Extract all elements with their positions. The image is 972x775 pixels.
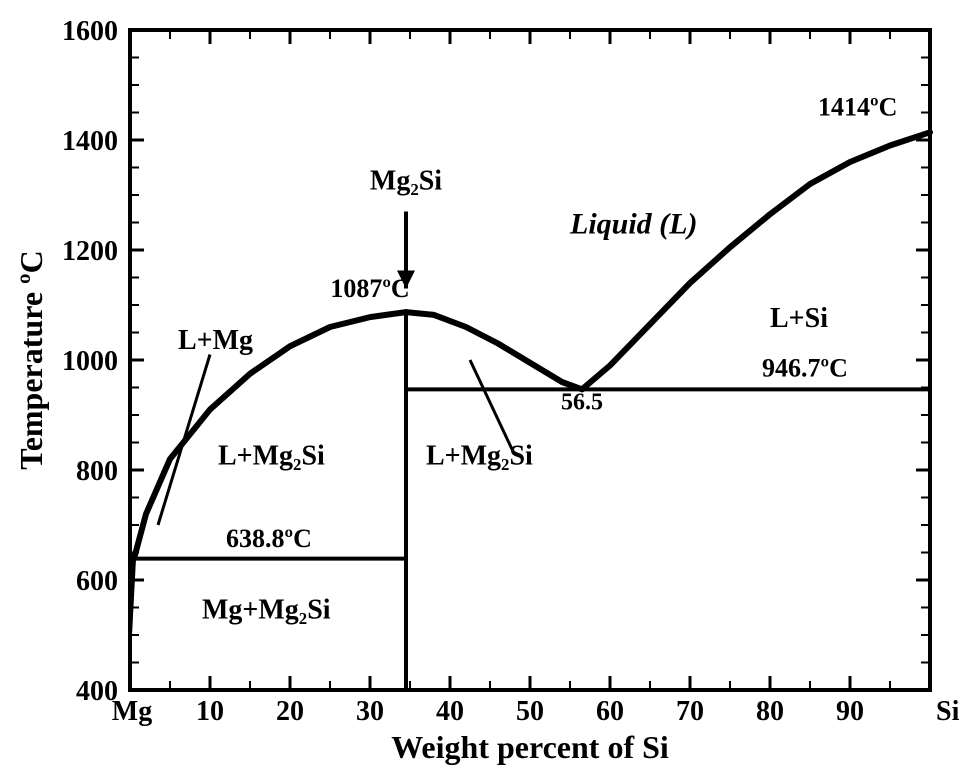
eutectic-565-label: 56.5 bbox=[561, 390, 603, 416]
compound-mg2si-label: Mg₂Si bbox=[370, 166, 442, 197]
x-tick-label: 40 bbox=[436, 696, 464, 727]
phase-diagram-chart: 102030405060708090MgSiWeight percent of … bbox=[0, 0, 972, 775]
lmg-region-label: L+Mg bbox=[178, 325, 253, 356]
y-tick-label: 1200 bbox=[62, 236, 118, 267]
t638-label: 638.8ºC bbox=[226, 524, 312, 553]
compound-temp-label: 1087ºC bbox=[330, 274, 409, 303]
y-tick-label: 600 bbox=[76, 566, 118, 597]
lmg2si-left-region-label: L+Mg₂Si bbox=[218, 441, 325, 472]
t946-label: 946.7ºC bbox=[762, 354, 848, 383]
y-tick-label: 400 bbox=[76, 676, 118, 707]
x-end-label: Si bbox=[936, 696, 960, 727]
liquid-region-label: Liquid (L) bbox=[569, 208, 698, 241]
y-tick-label: 1600 bbox=[62, 16, 118, 47]
x-tick-label: 10 bbox=[196, 696, 224, 727]
lsi-region-label: L+Si bbox=[770, 303, 828, 334]
x-tick-label: 90 bbox=[836, 696, 864, 727]
t1414-label: 1414ºC bbox=[818, 92, 897, 121]
mgmg2si-region-label: Mg+Mg₂Si bbox=[202, 595, 331, 626]
y-tick-label: 1000 bbox=[62, 346, 118, 377]
x-tick-label: 80 bbox=[756, 696, 784, 727]
x-tick-label: 70 bbox=[676, 696, 704, 727]
x-tick-label: 20 bbox=[276, 696, 304, 727]
x-tick-label: 60 bbox=[596, 696, 624, 727]
lmg2si-right-region-label: L+Mg₂Si bbox=[426, 441, 533, 472]
x-tick-label: 50 bbox=[516, 696, 544, 727]
x-tick-label: 30 bbox=[356, 696, 384, 727]
y-axis-label: Temperature ºC bbox=[13, 250, 49, 469]
y-tick-label: 800 bbox=[76, 456, 118, 487]
y-tick-label: 1400 bbox=[62, 126, 118, 157]
x-axis-label: Weight percent of Si bbox=[391, 729, 669, 765]
